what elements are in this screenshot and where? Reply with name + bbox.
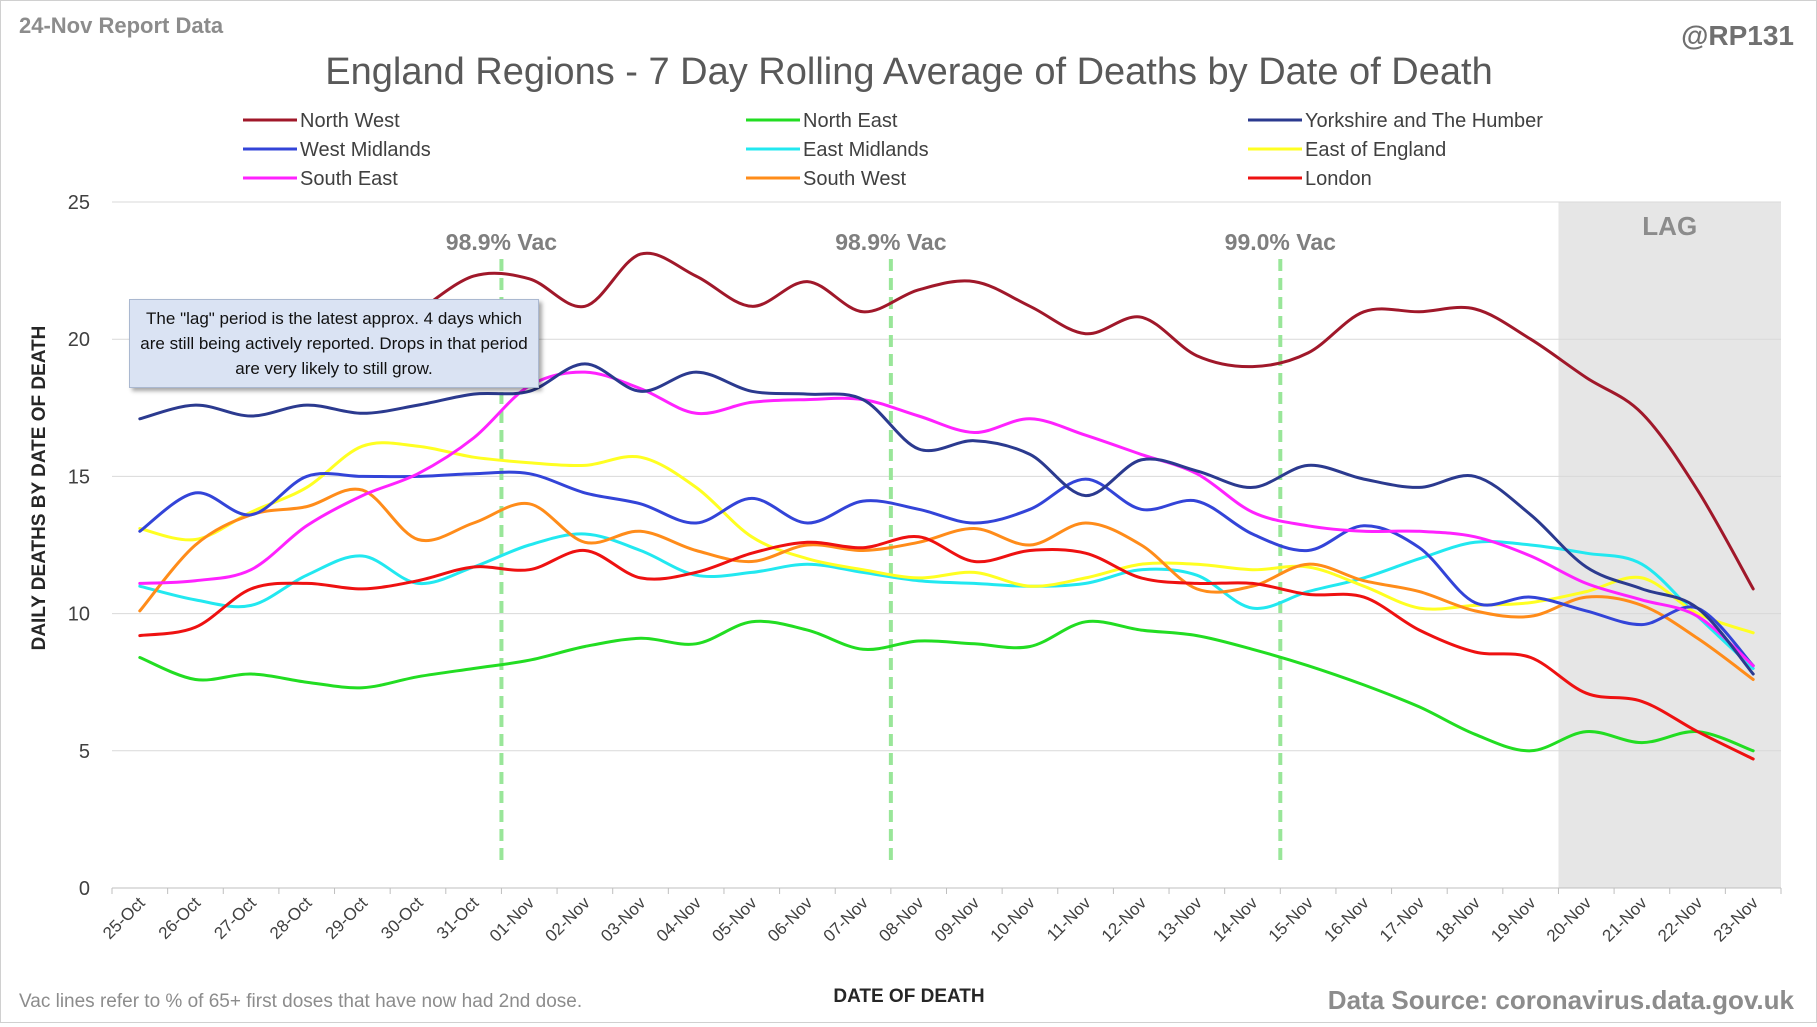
x-tick-label: 10-Nov [987,893,1040,946]
lag-region [1558,202,1781,888]
y-tick-label: 20 [68,329,90,351]
x-tick-label: 09-Nov [931,893,984,946]
vac-line-label: 98.9% Vac [835,229,946,255]
x-tick-label: 25-Oct [99,893,149,943]
legend-label-north-west: North West [300,110,400,132]
x-tick-label: 05-Nov [708,893,761,946]
vac-footnote: Vac lines refer to % of 65+ first doses … [19,991,582,1012]
x-tick-label: 29-Oct [322,893,372,943]
chart-title: England Regions - 7 Day Rolling Average … [325,51,1492,93]
series-line-north-west [416,251,1755,591]
x-tick-label: 03-Nov [597,893,650,946]
x-tick-label: 19-Nov [1487,893,1540,946]
x-tick-label: 18-Nov [1432,893,1485,946]
x-tick-label: 12-Nov [1098,893,1151,946]
vac-line-label: 98.9% Vac [446,229,557,255]
x-tick-label: 27-Oct [210,893,260,943]
x-tick-label: 28-Oct [266,893,316,943]
report-label: 24-Nov Report Data [19,13,224,38]
data-source: Data Source: coronavirus.data.gov.uk [1328,985,1795,1015]
legend-label-east-midlands: East Midlands [803,139,929,161]
x-tick-label: 31-Oct [433,893,483,943]
x-tick-label: 06-Nov [764,893,817,946]
series-line-south-east [138,370,1755,668]
legend-label-south-west: South West [803,168,906,190]
legend-label-yorkshire-and-the-humber: Yorkshire and The Humber [1305,110,1543,132]
series-line-north-east [138,619,1755,753]
handle: @RP131 [1681,20,1794,51]
series-line-east-of-england [138,441,1755,635]
x-tick-label: 30-Oct [377,893,427,943]
vac-line-label: 99.0% Vac [1225,229,1336,255]
series-line-south-west [138,487,1755,681]
x-tick-label: 07-Nov [820,893,873,946]
x-tick-label: 13-Nov [1153,893,1206,946]
y-tick-label: 5 [79,741,90,763]
legend-label-north-east: North East [803,110,898,132]
lag-label: LAG [1642,211,1697,241]
x-axis-title: DATE OF DEATH [833,986,984,1007]
x-tick-label: 17-Nov [1376,893,1429,946]
x-tick-label: 23-Nov [1710,893,1763,946]
y-axis-title: DAILY DEATHS BY DATE OF DEATH [29,326,50,651]
x-tick-label: 01-Nov [486,893,539,946]
y-tick-label: 10 [68,604,90,626]
y-tick-label: 0 [79,878,90,900]
legend-label-london: London [1305,168,1372,190]
legend-label-south-east: South East [300,168,398,190]
x-tick-label: 26-Oct [155,893,205,943]
series-line-yorkshire-and-the-humber [138,362,1755,676]
y-tick-label: 25 [68,192,90,214]
legend-label-west-midlands: West Midlands [300,139,431,161]
x-tick-label: 04-Nov [653,893,706,946]
x-tick-label: 14-Nov [1209,893,1262,946]
x-tick-label: 21-Nov [1599,893,1652,946]
x-tick-label: 11-Nov [1043,893,1095,945]
legend-label-east-of-england: East of England [1305,139,1446,161]
x-tick-label: 16-Nov [1320,893,1373,946]
x-tick-label: 02-Nov [542,893,595,946]
x-tick-label: 20-Nov [1543,893,1596,946]
series-line-london [138,535,1755,761]
y-tick-label: 15 [68,466,90,488]
series-line-west-midlands [138,470,1755,668]
lag-note: The "lag" period is the latest approx. 4… [129,299,539,388]
x-tick-label: 15-Nov [1265,893,1318,946]
x-tick-label: 08-Nov [875,893,928,946]
x-tick-label: 22-Nov [1654,893,1707,946]
